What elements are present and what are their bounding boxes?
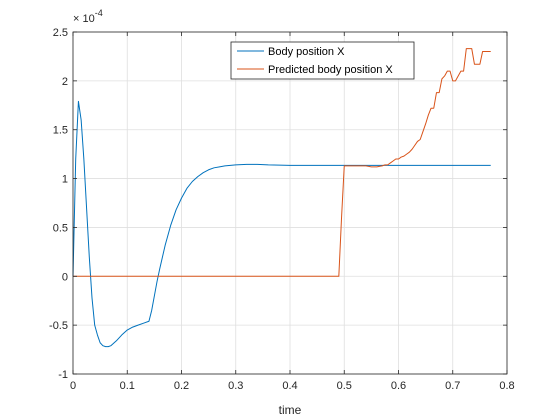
x-tick-label: 0.5 <box>337 380 352 392</box>
legend-label-body-position: Body position X <box>268 46 345 58</box>
x-tick-label: 0 <box>70 380 76 392</box>
series-line-predicted-position <box>73 48 491 277</box>
x-tick-label: 0.6 <box>391 380 406 392</box>
x-tick-label: 0.8 <box>499 380 514 392</box>
y-tick-label: 1.5 <box>53 125 68 137</box>
tick-labels: 0 0.1 0.2 0.3 0.4 0.5 0.6 0.7 0.8 -1 -0.5 0 0.5 1 1.5 2… <box>49 27 515 392</box>
x-tick-label: 0.3 <box>228 380 243 392</box>
y-exponent-base: × 10 <box>73 13 95 25</box>
x-axis-label: time <box>279 403 302 417</box>
y-tick-label: 2 <box>62 76 68 88</box>
ticks <box>72 31 508 375</box>
x-tick-label: 0.4 <box>282 380 297 392</box>
y-tick-label: 0 <box>62 271 68 283</box>
legend-label-predicted-position: Predicted body position X <box>268 64 393 76</box>
legend-box <box>230 41 415 80</box>
series-line-body-position <box>72 100 491 348</box>
y-tick-label: -1 <box>58 369 68 381</box>
x-tick-label: 0.2 <box>174 380 189 392</box>
x-tick-label: 0.7 <box>445 380 460 392</box>
series-layer <box>72 48 491 348</box>
y-exponent-label: × 10-4 <box>73 8 103 25</box>
y-tick-label: 1 <box>62 174 68 186</box>
legend: Body position X Predicted body position … <box>230 41 415 80</box>
x-tick-label: 0.1 <box>120 380 135 392</box>
y-tick-label: 0.5 <box>53 222 68 234</box>
y-exponent-power: -4 <box>95 8 103 18</box>
y-tick-label: 2.5 <box>53 27 68 39</box>
y-tick-label: -0.5 <box>49 320 68 332</box>
